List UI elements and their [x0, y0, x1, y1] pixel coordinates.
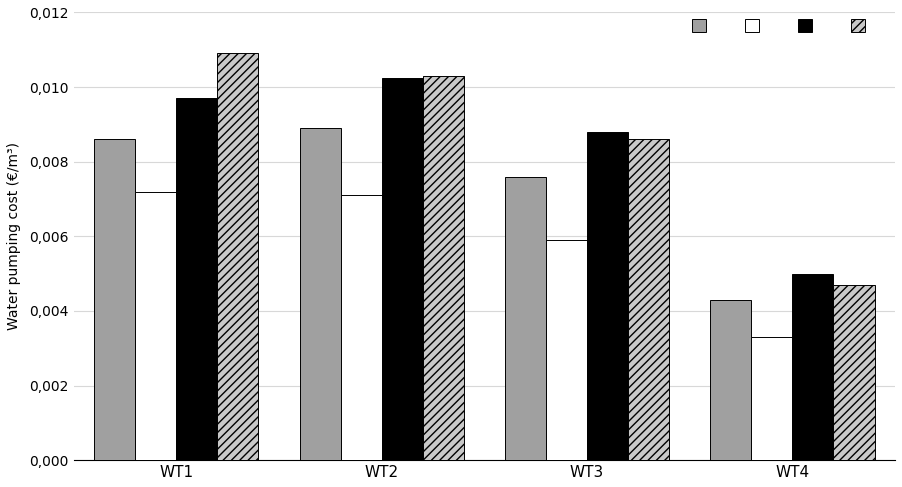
Legend: , , , : , , ,	[688, 15, 879, 37]
Bar	[299, 128, 341, 460]
Bar	[176, 98, 217, 460]
Bar	[710, 300, 751, 460]
Bar	[751, 337, 792, 460]
Bar	[382, 78, 423, 460]
Bar	[546, 240, 587, 460]
Bar	[833, 285, 875, 460]
Bar	[94, 139, 135, 460]
Bar	[587, 132, 628, 460]
Bar	[341, 195, 382, 460]
Bar	[628, 139, 669, 460]
Bar	[505, 177, 546, 460]
Bar	[423, 76, 464, 460]
Bar	[792, 274, 833, 460]
Bar	[217, 54, 259, 460]
Y-axis label: Water pumping cost (€/m³): Water pumping cost (€/m³)	[7, 142, 21, 330]
Bar	[135, 191, 176, 460]
